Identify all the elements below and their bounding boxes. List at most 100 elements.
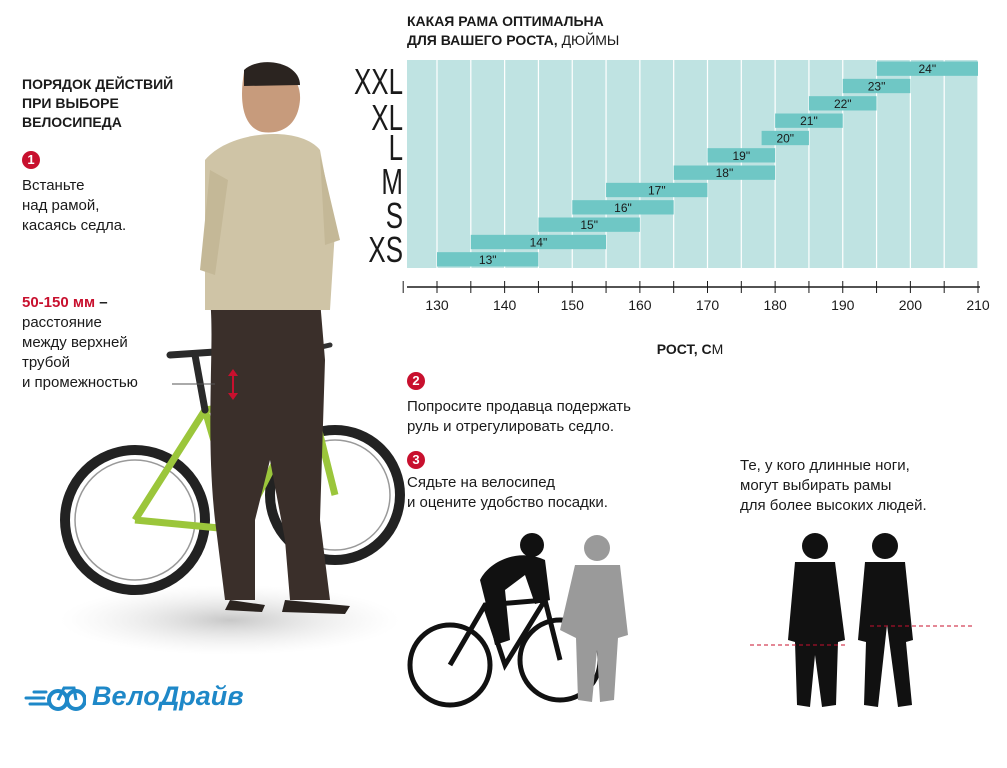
steps-heading-line: ПОРЯДОК ДЕЙСТВИЙ xyxy=(22,76,174,92)
person-arms xyxy=(200,155,340,275)
logo-text: ВелоДрайв xyxy=(92,680,244,711)
ground-shadow xyxy=(60,585,400,655)
size-label-xl: XL xyxy=(371,98,403,138)
x-tick-label: 160 xyxy=(628,297,652,313)
gap-note-line: трубой xyxy=(22,354,71,371)
man-with-bike-photo xyxy=(60,62,405,655)
cyclist-on-bike-icon xyxy=(407,533,603,708)
bar-label: 16" xyxy=(614,201,632,215)
logo-bike-icon xyxy=(24,686,86,711)
x-tick-label: 150 xyxy=(561,297,585,313)
step-3-line: и оцените удобство посадки. xyxy=(407,494,608,511)
chart-background xyxy=(407,60,978,268)
chart-gridlines xyxy=(436,60,979,268)
cyclist-body xyxy=(480,555,550,645)
rear-wheel-rim xyxy=(74,459,196,581)
bar-14in xyxy=(470,234,607,250)
bar-20in xyxy=(761,130,809,146)
gap-note-line: между верхней xyxy=(22,334,128,351)
size-label-s: S xyxy=(386,196,403,236)
bike-icon xyxy=(407,622,493,708)
person-shoes xyxy=(225,600,350,614)
bar-label: 24" xyxy=(918,62,936,76)
bar-15in xyxy=(538,217,640,232)
step-3-text: Сядьте на велосипед и оцените удобство п… xyxy=(407,473,608,513)
gap-note-line: и промежностью xyxy=(22,374,138,391)
person-silhouette-icon xyxy=(858,533,913,707)
bar-label: 19" xyxy=(733,149,751,163)
steps-heading: ПОРЯДОК ДЕЙСТВИЙ ПРИ ВЫБОРЕ ВЕЛОСИПЕДА xyxy=(22,75,173,132)
bar-16in xyxy=(572,200,674,215)
step-2-line: руль и отрегулировать седло. xyxy=(407,418,615,435)
person-torso xyxy=(205,133,335,310)
bar-label: 15" xyxy=(580,218,598,232)
bar-label: 22" xyxy=(834,97,852,111)
legs-note-line: для более высоких людей. xyxy=(740,497,927,514)
chart-bars: 13" 14" 15" 16" 17" 18" 19" 20" 21" 22" 23" 24" xyxy=(437,61,978,267)
bar-label: 20" xyxy=(776,132,794,146)
chart-title-line2: ДЛЯ ВАШЕГО РОСТА, ДЮЙМЫ xyxy=(407,31,619,50)
bar-label: 14" xyxy=(530,236,548,250)
bar-23in xyxy=(842,78,911,94)
person-silhouette-icon xyxy=(788,533,845,707)
person-legs xyxy=(210,300,330,600)
cyclist-head xyxy=(520,533,544,557)
x-tick-label: 130 xyxy=(425,297,449,313)
x-tick-label: 200 xyxy=(899,297,923,313)
steps-heading-line: ПРИ ВЫБОРЕ xyxy=(22,95,119,111)
gap-note-head: 50-150 мм – xyxy=(22,293,138,313)
logo[interactable]: ВелоДрайв xyxy=(24,678,244,714)
x-axis-label-rest: М xyxy=(712,341,724,357)
x-axis-label: РОСТ, СМ xyxy=(657,341,724,357)
person-hair xyxy=(244,62,300,86)
x-tick-label: 180 xyxy=(763,297,787,313)
bar-24in xyxy=(876,61,978,76)
bar-label: 21" xyxy=(800,114,818,128)
x-tick-label: 140 xyxy=(493,297,517,313)
bar-17in xyxy=(606,182,708,198)
step-1-text: Встаньте над рамой, касаясь седла. xyxy=(22,176,126,236)
gap-dash: – xyxy=(95,294,108,311)
step-1-badge: 1 xyxy=(22,151,40,169)
person-silhouette-icon xyxy=(560,535,628,702)
legs-note-line: могут выбирать рамы xyxy=(740,477,892,494)
step-2-line: Попросите продавца подержать xyxy=(407,398,631,415)
chart-title-line1: КАКАЯ РАМА ОПТИМАЛЬНА xyxy=(407,13,604,29)
chart-title-line2-rest: ДЮЙМЫ xyxy=(557,32,620,48)
chart-title: КАКАЯ РАМА ОПТИМАЛЬНА ДЛЯ ВАШЕГО РОСТА, … xyxy=(407,12,619,50)
chart-x-axis: 130 140 150 160 170 180 190 200 210 xyxy=(402,281,990,313)
chart-title-line2-bold: ДЛЯ ВАШЕГО РОСТА, xyxy=(407,32,558,48)
step-1-line: касаясь седла. xyxy=(22,217,127,234)
size-label-xxl: XXL xyxy=(354,62,403,102)
gap-arrow-heads-icon xyxy=(228,369,238,400)
x-tick-label: 170 xyxy=(696,297,720,313)
bike-seat xyxy=(166,348,219,414)
step-3-badge: 3 xyxy=(407,451,425,469)
bar-22in xyxy=(808,96,877,111)
legs-note-line: Те, у кого длинные ноги, xyxy=(740,457,910,474)
size-label-m: M xyxy=(381,162,403,202)
step-1-line: Встаньте xyxy=(22,177,85,194)
gap-note-line: расстояние xyxy=(22,314,102,331)
frame-size-chart: 13" 14" 15" 16" 17" 18" 19" 20" 21" 22" 23" 24" XXL… xyxy=(354,60,990,357)
gap-value: 50-150 мм xyxy=(22,294,96,311)
legs-note: Те, у кого длинные ноги, могут выбирать … xyxy=(740,456,927,516)
x-tick-label: 190 xyxy=(831,297,855,313)
x-tick-label: 210 xyxy=(966,297,990,313)
size-label-l: L xyxy=(389,128,403,168)
bar-label: 13" xyxy=(479,253,497,267)
bar-13in xyxy=(437,252,539,267)
bar-label: 17" xyxy=(648,184,666,198)
step-2-text: Попросите продавца подержать руль и отре… xyxy=(407,397,631,437)
bar-19in xyxy=(707,148,776,163)
front-wheel-tire xyxy=(265,425,405,565)
x-axis-label-bold: РОСТ, С xyxy=(657,341,712,357)
gap-note: 50-150 мм – расстояние между верхней тру… xyxy=(22,293,138,393)
steps-heading-line: ВЕЛОСИПЕДА xyxy=(22,114,122,130)
step-1-line: над рамой, xyxy=(22,197,100,214)
rear-wheel-tire xyxy=(60,445,210,595)
bar-21in xyxy=(775,113,843,128)
bar-label: 18" xyxy=(716,166,734,180)
